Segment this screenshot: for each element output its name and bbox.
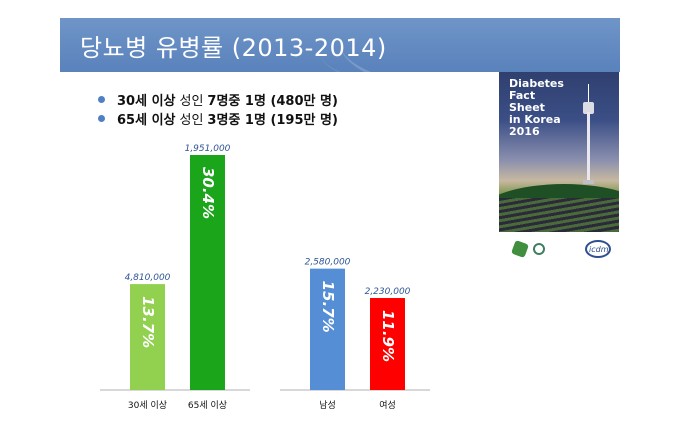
bar-2 bbox=[190, 155, 225, 390]
bullet-dot-icon bbox=[98, 96, 105, 103]
bullet-1-group: 30세 이상 bbox=[117, 94, 176, 109]
value-label-1: 4,810,000 bbox=[125, 273, 171, 283]
bullet-dot-icon bbox=[98, 115, 105, 122]
bullet-2-group: 65세 이상 bbox=[117, 113, 176, 128]
page-title: 당뇨병 유병률 (2013-2014) bbox=[80, 34, 387, 62]
tower-needle bbox=[588, 84, 589, 102]
bullet-item-1: 30세 이상 성인 7명중 1명 (480만 명) bbox=[98, 90, 338, 109]
tower-top bbox=[583, 102, 594, 114]
cover-title: Diabetes Fact Sheet in Korea 2016 bbox=[509, 78, 564, 138]
tower-base bbox=[583, 180, 594, 184]
category-label-2: 65세 이상 bbox=[188, 400, 227, 411]
value-label-2: 1,951,000 bbox=[185, 144, 231, 154]
bullet-1-stat: 7명중 1명 (480만 명) bbox=[207, 94, 338, 109]
category-label-3: 남성 bbox=[319, 400, 336, 411]
bullet-item-2: 65세 이상 성인 3명중 1명 (195만 명) bbox=[98, 109, 338, 128]
bar-percent-label-1: 13.7% bbox=[139, 296, 157, 348]
bar-percent-label-3: 15.7% bbox=[319, 281, 337, 333]
leaf-logo-icon bbox=[511, 240, 529, 258]
value-label-4: 2,230,000 bbox=[365, 287, 411, 297]
bar-percent-label-2: 30.4% bbox=[199, 167, 217, 219]
bar-1 bbox=[130, 284, 165, 390]
bullet-2-stat: 3명중 1명 (195만 명) bbox=[207, 113, 338, 128]
cover-line-3: Sheet bbox=[509, 101, 545, 114]
publisher-logos: icdm bbox=[499, 236, 619, 264]
bar-4 bbox=[370, 298, 405, 390]
cover-line-5: 2016 bbox=[509, 125, 540, 138]
value-label-3: 2,580,000 bbox=[305, 258, 351, 268]
bullet-list: 30세 이상 성인 7명중 1명 (480만 명) 65세 이상 성인 3명중 … bbox=[98, 90, 338, 128]
category-label-1: 30세 이상 bbox=[128, 400, 167, 411]
bar-3 bbox=[310, 268, 345, 390]
bullet-2-word: 성인 bbox=[179, 113, 204, 128]
cover-line-1: Diabetes bbox=[509, 77, 564, 90]
bullet-1-word: 성인 bbox=[179, 94, 204, 109]
tower-shaft bbox=[587, 112, 590, 182]
icdm-logo: icdm bbox=[585, 240, 611, 258]
title-banner: 당뇨병 유병률 (2013-2014) bbox=[60, 18, 620, 72]
icdm-logo-text: icdm bbox=[589, 245, 609, 254]
category-label-4: 여성 bbox=[379, 399, 396, 411]
cover-line-2: Fact bbox=[509, 89, 536, 102]
circle-logo-icon bbox=[533, 243, 545, 255]
cover-solar-field bbox=[499, 198, 619, 232]
bar-percent-label-4: 11.9% bbox=[379, 310, 397, 362]
cover-line-4: in Korea bbox=[509, 113, 561, 126]
book-cover: Diabetes Fact Sheet in Korea 2016 bbox=[499, 72, 619, 232]
